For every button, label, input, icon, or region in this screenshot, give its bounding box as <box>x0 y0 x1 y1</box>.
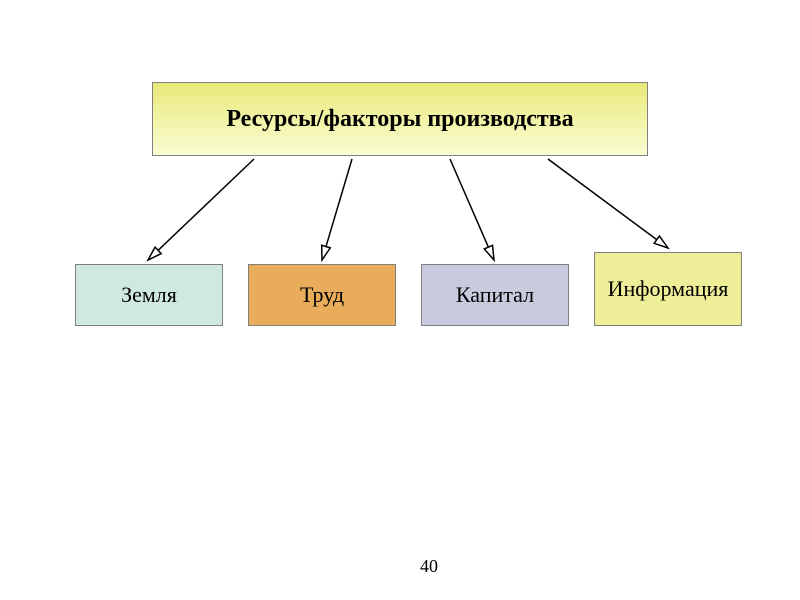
parent-box: Ресурсы/факторы производства <box>152 82 648 156</box>
child-box-label: Труд <box>300 283 344 307</box>
child-box-label: Капитал <box>456 283 534 307</box>
child-box-капитал: Капитал <box>421 264 569 326</box>
child-box-label: Земля <box>121 283 177 307</box>
child-box-земля: Земля <box>75 264 223 326</box>
parent-box-label: Ресурсы/факторы производства <box>226 106 573 132</box>
page-number-value: 40 <box>420 556 438 576</box>
child-box-труд: Труд <box>248 264 396 326</box>
child-box-label: Информация <box>608 277 729 301</box>
page-number: 40 <box>420 556 438 577</box>
child-box-информация: Информация <box>594 252 742 326</box>
